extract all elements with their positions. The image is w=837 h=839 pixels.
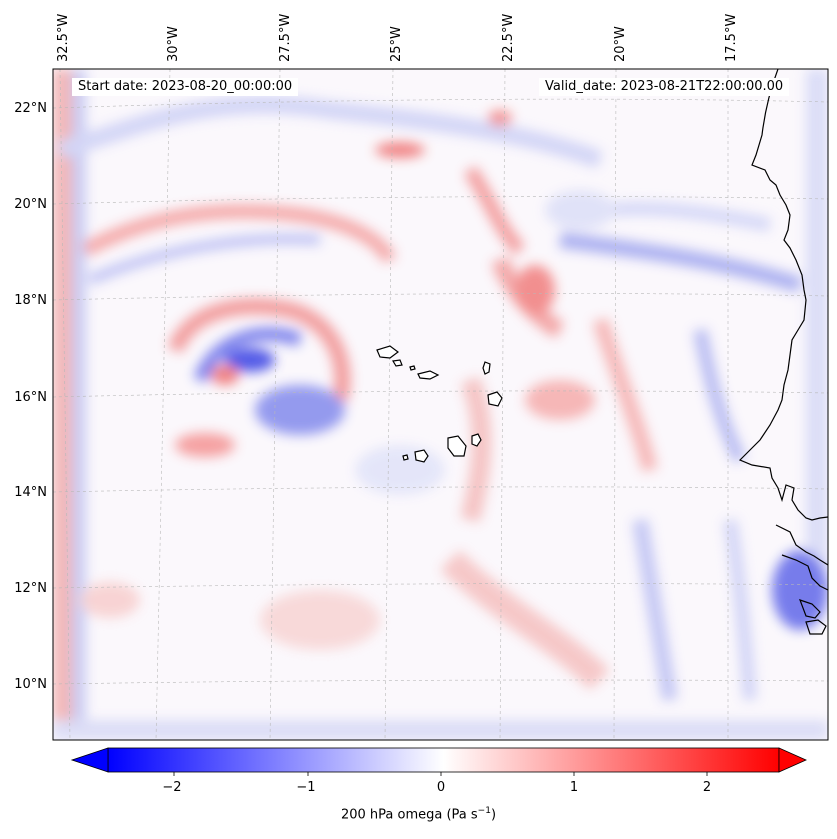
latitude-labels: 22°N 20°N 18°N 16°N 14°N 12°N 10°N — [14, 101, 47, 692]
island-boa-vista — [487, 391, 503, 407]
colorbar-tick: 1 — [570, 780, 578, 795]
islands — [376, 345, 503, 463]
lon-label: 20°W — [613, 26, 628, 62]
lat-label: 16°N — [14, 390, 47, 405]
colorbar-label-exponent: −1 — [477, 806, 491, 816]
lon-label: 30°W — [166, 26, 181, 62]
coastline — [738, 69, 828, 635]
lon-label: 27.5°W — [278, 14, 293, 62]
island-fogo — [414, 449, 429, 463]
start-date-annotation: Start date: 2023-08-20_00:00:00 — [72, 78, 299, 96]
map-frame — [52, 68, 829, 741]
lon-label: 17.5°W — [724, 14, 739, 62]
colorbar-extend-min — [70, 747, 109, 773]
longitude-labels: 32.5°W 30°W 27.5°W 25°W 22.5°W 20°W 17.5… — [56, 14, 739, 62]
colorbar-label: 200 hPa omega (Pa s−1) — [0, 806, 837, 822]
omega-field — [53, 69, 828, 740]
island-sal — [482, 361, 491, 375]
lon-label: 25°W — [389, 26, 404, 62]
colorbar-tick: −2 — [162, 780, 181, 795]
island-santiago — [447, 435, 467, 457]
island-santo-antao — [376, 345, 399, 359]
island-sao-nicolau — [417, 370, 440, 380]
colorbar-tick: −1 — [296, 780, 315, 795]
colorbar-tick: 0 — [437, 780, 445, 795]
lat-label: 20°N — [14, 197, 47, 212]
graticule — [53, 69, 828, 740]
island-brava — [402, 454, 409, 461]
island-santa-luzia — [409, 365, 416, 371]
colorbar-body — [107, 747, 780, 773]
map-background — [53, 69, 828, 740]
lat-label: 10°N — [14, 677, 47, 692]
colorbar-label-text: 200 hPa omega (Pa s — [340, 807, 478, 823]
colorbar-tick: 2 — [703, 780, 711, 795]
lat-label: 14°N — [14, 485, 47, 500]
colorbar: −2 −1 0 1 2 — [70, 747, 807, 795]
lat-label: 22°N — [14, 101, 47, 116]
colorbar-label-close: ) — [490, 807, 497, 823]
island-maio — [471, 433, 482, 447]
lon-label: 32.5°W — [56, 14, 71, 62]
valid-date-annotation: Valid_date: 2023-08-21T22:00:00.00 — [539, 78, 790, 96]
lat-label: 18°N — [14, 293, 47, 308]
lon-label: 22.5°W — [501, 14, 516, 62]
colorbar-extend-max — [778, 747, 807, 773]
lat-label: 12°N — [14, 581, 47, 596]
island-sao-vicente — [392, 359, 403, 367]
